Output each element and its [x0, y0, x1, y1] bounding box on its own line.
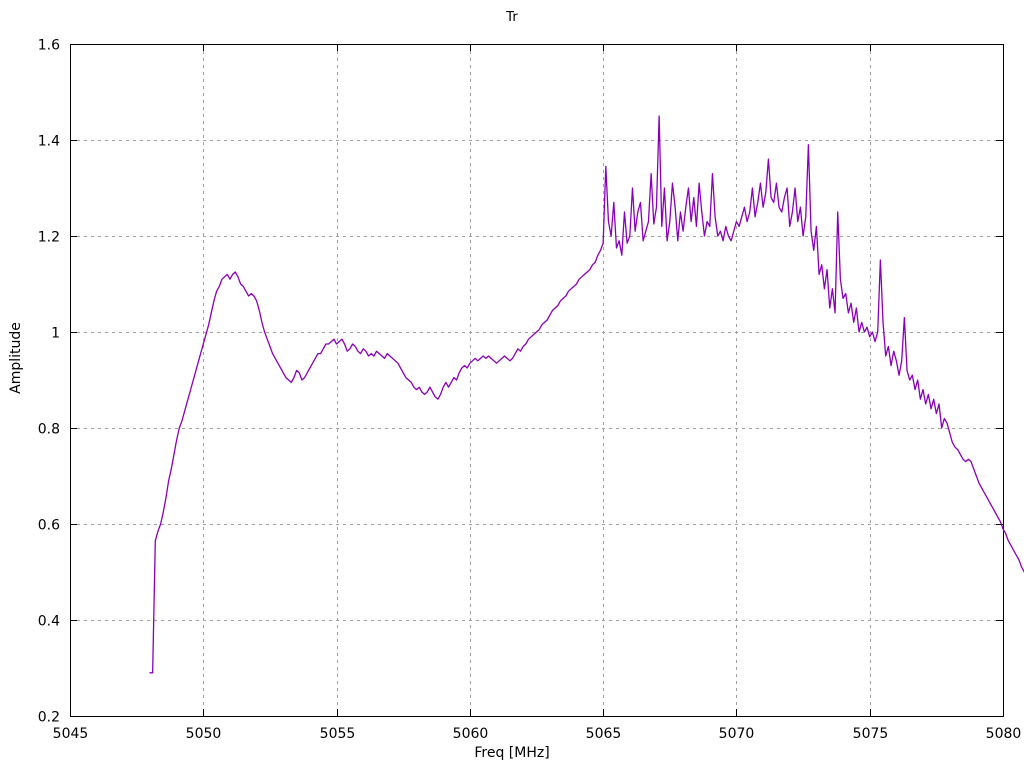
- x-tick-label: 5055: [320, 726, 356, 742]
- data-series-layer: [149, 115, 1024, 674]
- y-tick-label: 1: [51, 326, 60, 342]
- x-tick-label: 5075: [853, 726, 889, 742]
- y-axis-label: Amplitude: [8, 322, 24, 394]
- y-tick-label: 0.4: [38, 614, 60, 630]
- x-tick-label: 5050: [186, 726, 222, 742]
- x-tick-label: 5080: [986, 726, 1022, 742]
- x-tick-label: 5045: [53, 726, 89, 742]
- y-tick-label: 1.4: [38, 134, 60, 150]
- x-tick-label: 5070: [719, 726, 755, 742]
- tick-label-layer: 0.2 0.4 0.6 0.8 1 1.2 1.4 1.6 5045 5050 5055 5060 50…: [38, 38, 1022, 743]
- x-tick-label: 5065: [586, 726, 622, 742]
- y-tick-label: 0.2: [38, 710, 60, 726]
- tick-layer: [69, 43, 1005, 718]
- x-axis-label: Freq [MHz]: [474, 745, 550, 761]
- y-tick-label: 0.8: [38, 422, 60, 438]
- data-series-0: [149, 115, 1024, 674]
- x-tick-label: 5060: [453, 726, 489, 742]
- y-tick-label: 0.6: [38, 518, 60, 534]
- y-tick-label: 1.2: [38, 230, 60, 246]
- y-tick-label: 1.6: [38, 38, 60, 54]
- grid-layer: [70, 44, 1003, 716]
- plot-frame: [69, 43, 1005, 718]
- chart-title: Tr: [506, 10, 518, 25]
- plot-border: [69, 43, 1005, 718]
